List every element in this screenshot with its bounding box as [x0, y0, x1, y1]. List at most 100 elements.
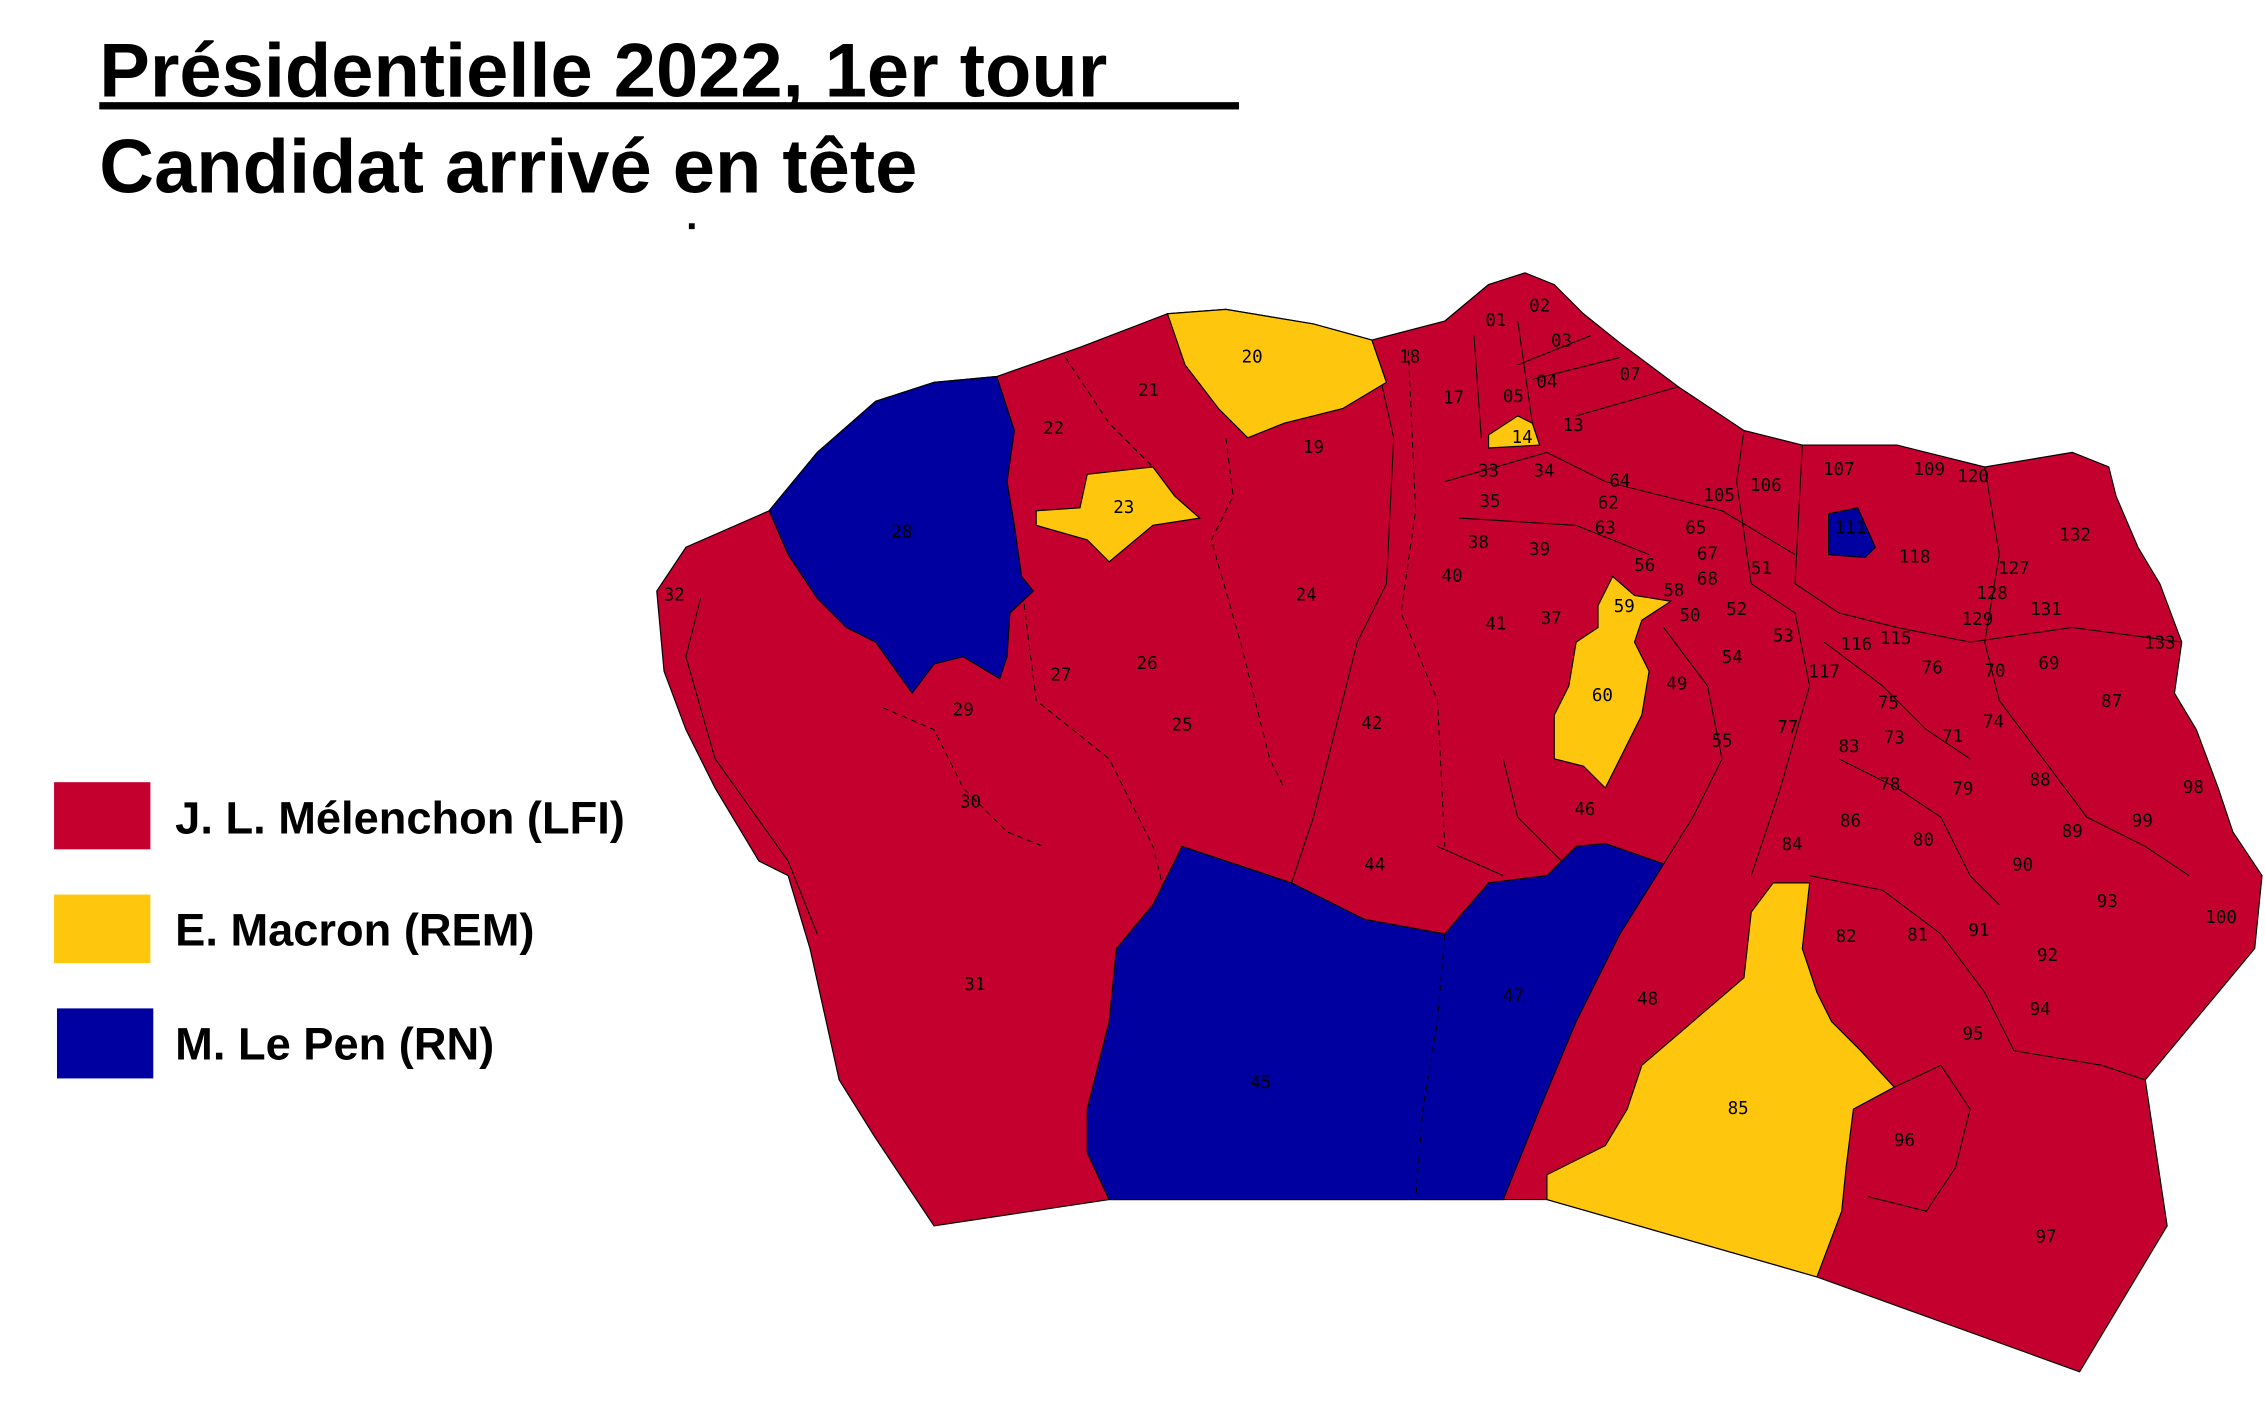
precinct-label-49: 49	[1666, 674, 1687, 694]
precinct-label-81: 81	[1907, 925, 1928, 945]
precinct-label-77: 77	[1777, 718, 1798, 738]
region-20-macron	[1166, 308, 1388, 439]
precinct-label-79: 79	[1952, 779, 1973, 799]
precinct-label-24: 24	[1296, 585, 1317, 605]
precinct-label-100: 100	[2205, 908, 2237, 928]
precinct-label-33: 33	[1478, 461, 1499, 481]
precinct-label-94: 94	[2030, 1000, 2051, 1020]
precinct-label-105: 105	[1703, 486, 1735, 506]
legend-swatch-melenchon	[54, 782, 151, 850]
precinct-label-21: 21	[1138, 381, 1159, 401]
legend: J. L. Mélenchon (LFI) E. Macron (REM) M.…	[54, 782, 625, 1079]
precinct-label-34: 34	[1533, 461, 1554, 481]
precinct-label-133: 133	[2144, 634, 2176, 654]
precinct-label-13: 13	[1563, 416, 1584, 436]
legend-swatch-lepen	[56, 1008, 154, 1079]
precinct-label-40: 40	[1442, 566, 1463, 586]
precinct-label-29: 29	[953, 701, 974, 721]
precinct-label-59: 59	[1614, 597, 1635, 617]
precinct-label-17: 17	[1443, 388, 1464, 408]
region-28-lepen	[768, 375, 1035, 695]
precinct-label-22: 22	[1043, 419, 1064, 439]
precinct-label-25: 25	[1172, 715, 1193, 735]
precinct-label-75: 75	[1878, 693, 1899, 713]
precinct-label-87: 87	[2101, 692, 2122, 712]
precinct-label-89: 89	[2062, 822, 2083, 842]
precinct-label-99: 99	[2132, 812, 2153, 832]
legend-item-melenchon: J. L. Mélenchon (LFI)	[54, 782, 625, 850]
precinct-label-50: 50	[1679, 606, 1700, 626]
precinct-label-96: 96	[1894, 1131, 1915, 1151]
precinct-label-83: 83	[1838, 737, 1859, 757]
precinct-label-97: 97	[2035, 1228, 2056, 1248]
map-title: Présidentielle 2022, 1er tour	[99, 28, 1107, 113]
precinct-label-51: 51	[1751, 559, 1772, 579]
precinct-label-74: 74	[1983, 712, 2004, 732]
precinct-label-109: 109	[1913, 460, 1945, 480]
precinct-label-107: 107	[1823, 460, 1855, 480]
precinct-label-58: 58	[1663, 581, 1684, 601]
precinct-label-14: 14	[1512, 428, 1533, 448]
precinct-label-54: 54	[1722, 648, 1743, 668]
region-14-macron	[1487, 415, 1541, 449]
precinct-label-05: 05	[1503, 387, 1524, 407]
stray-mark	[688, 223, 695, 230]
precinct-borders	[685, 284, 2190, 1212]
precinct-label-32: 32	[664, 585, 685, 605]
precinct-label-106: 106	[1750, 476, 1782, 496]
precinct-label-01: 01	[1485, 311, 1506, 331]
precinct-label-67: 67	[1697, 545, 1718, 565]
legend-item-lepen: M. Le Pen (RN)	[56, 1008, 494, 1079]
precinct-label-90: 90	[2012, 855, 2033, 875]
precinct-label-48: 48	[1637, 990, 1658, 1010]
precinct-label-52: 52	[1726, 600, 1747, 620]
precinct-label-92: 92	[2037, 946, 2058, 966]
precinct-label-69: 69	[2038, 654, 2059, 674]
region-59-60-macron	[1553, 575, 1673, 790]
precinct-label-60: 60	[1592, 686, 1613, 706]
precinct-label-38: 38	[1468, 533, 1489, 553]
precinct-label-03: 03	[1551, 331, 1572, 351]
precinct-label-23: 23	[1113, 498, 1134, 518]
precinct-label-70: 70	[1984, 661, 2005, 681]
precinct-label-04: 04	[1536, 372, 1557, 392]
precinct-label-131: 131	[2030, 600, 2062, 620]
precinct-label-56: 56	[1634, 556, 1655, 576]
precinct-label-120: 120	[1957, 467, 1989, 487]
precinct-label-88: 88	[2030, 771, 2051, 791]
precinct-label-129: 129	[1962, 610, 1994, 630]
map-subtitle: Candidat arrivé en tête	[99, 125, 917, 210]
precinct-label-30: 30	[960, 793, 981, 813]
precinct-label-76: 76	[1922, 658, 1943, 678]
precinct-label-53: 53	[1773, 626, 1794, 646]
precinct-label-127: 127	[1998, 559, 2030, 579]
precinct-label-46: 46	[1574, 800, 1595, 820]
precinct-label-55: 55	[1712, 731, 1733, 751]
precinct-label-31: 31	[964, 975, 985, 995]
precinct-label-80: 80	[1913, 831, 1934, 851]
precinct-label-02: 02	[1529, 296, 1550, 316]
precinct-label-68: 68	[1697, 569, 1718, 589]
precinct-label-37: 37	[1541, 609, 1562, 629]
precinct-label-39: 39	[1529, 540, 1550, 560]
precinct-label-95: 95	[1963, 1025, 1984, 1045]
precinct-label-111: 111	[1835, 518, 1867, 538]
precinct-label-115: 115	[1880, 629, 1912, 649]
precinct-label-35: 35	[1479, 492, 1500, 512]
precinct-label-28: 28	[891, 523, 912, 543]
region-111-lepen	[1828, 507, 1876, 559]
precinct-label-44: 44	[1364, 855, 1385, 875]
precinct-label-86: 86	[1840, 812, 1861, 832]
precinct-label-132: 132	[2059, 526, 2091, 546]
precinct-label-64: 64	[1609, 472, 1630, 492]
precinct-label-84: 84	[1782, 835, 1803, 855]
precinct-label-91: 91	[1968, 921, 1989, 941]
precinct-label-93: 93	[2097, 892, 2118, 912]
precinct-label-116: 116	[1841, 635, 1873, 655]
legend-label-macron: E. Macron (REM)	[175, 905, 534, 956]
region-45-47-lepen	[1086, 842, 1665, 1201]
precinct-label-47: 47	[1503, 987, 1524, 1007]
precinct-label-18: 18	[1399, 348, 1420, 368]
